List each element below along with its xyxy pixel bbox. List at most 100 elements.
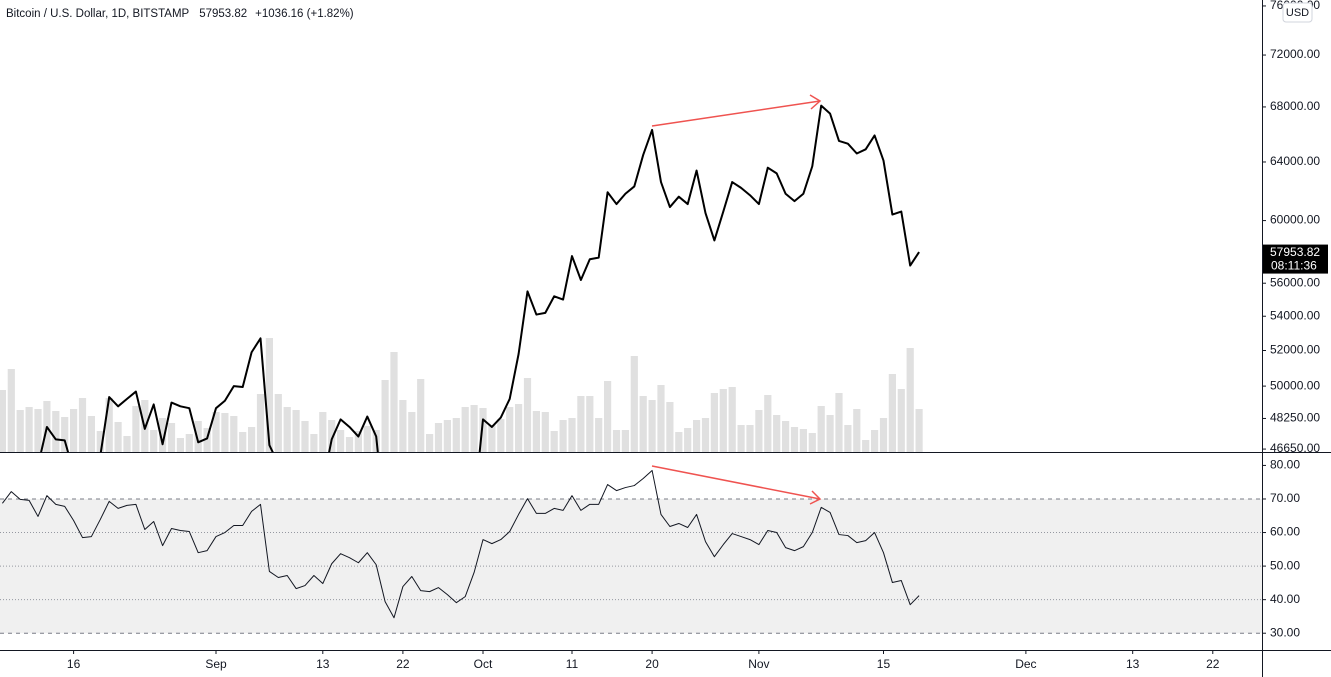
volume-bar: [434, 423, 443, 452]
x-tick-label: Sep: [205, 657, 227, 671]
y-tick-label: 54000.00: [1270, 308, 1320, 322]
volume-bar: [230, 416, 238, 452]
volume-bar: [550, 431, 558, 452]
volume-bar: [132, 406, 140, 452]
volume-bar: [603, 381, 612, 452]
volume-bar: [239, 432, 247, 452]
volume-bar: [443, 420, 451, 452]
volume-bar: [586, 396, 594, 452]
divergence-arrow: [651, 100, 821, 127]
volume-bar: [728, 387, 736, 452]
y-tick-label: 80.00: [1270, 458, 1300, 472]
volume-bar: [621, 430, 629, 452]
y-tick-label: 30.00: [1270, 625, 1300, 639]
volume-bar: [0, 390, 7, 452]
volume-bar: [701, 418, 710, 452]
volume-bar: [61, 417, 69, 452]
volume-bar: [799, 429, 807, 452]
x-tick-label: Dec: [1015, 657, 1036, 671]
volume-bar: [497, 419, 505, 452]
divergence-arrow: [651, 465, 821, 500]
volume-bar: [185, 434, 193, 452]
y-tick-label: 48250.00: [1270, 411, 1320, 425]
x-tick-label: 13: [316, 657, 330, 671]
last-price-label: 57953.82: [1270, 245, 1320, 259]
last-price-badge: [1263, 244, 1328, 274]
volume-bar: [78, 398, 87, 452]
volume-bar: [479, 408, 487, 452]
y-tick-label: 40.00: [1270, 592, 1300, 606]
x-tick-label: 15: [877, 657, 891, 671]
countdown-label: 08:11:36: [1271, 258, 1317, 272]
y-tick-label: 60000.00: [1270, 213, 1320, 227]
volume-bar: [25, 407, 33, 452]
volume-bar: [684, 428, 692, 452]
volume-bar: [568, 418, 576, 452]
y-tick-label: 60.00: [1270, 525, 1300, 539]
volume-bar: [105, 398, 113, 452]
x-tick-label: Oct: [474, 657, 493, 671]
volume-bar: [648, 400, 656, 452]
volume-bar: [879, 418, 888, 452]
volume-bar: [328, 420, 336, 452]
volume-bar: [203, 428, 211, 452]
volume-bar: [256, 394, 265, 452]
x-tick-label: 22: [1206, 657, 1220, 671]
volume-bar: [34, 409, 42, 452]
volume-bar: [514, 404, 523, 452]
volume-bar: [283, 407, 291, 452]
y-tick-label: 68000.00: [1270, 99, 1320, 113]
volume-bar: [612, 430, 621, 452]
currency-button[interactable]: [1282, 2, 1313, 23]
volume-bar: [363, 426, 371, 452]
volume-bar: [630, 356, 638, 452]
y-tick-label: 52000.00: [1270, 343, 1320, 357]
volume-bar: [194, 421, 202, 452]
volume-bar: [461, 407, 469, 452]
volume-bar: [452, 418, 460, 452]
volume-bar: [577, 396, 585, 452]
x-tick-label: 16: [67, 657, 81, 671]
volume-bar: [265, 338, 273, 452]
volume-bar: [773, 415, 781, 452]
volume-bar: [657, 385, 665, 452]
volume-bar: [844, 425, 852, 452]
volume-bar: [541, 412, 549, 452]
y-tick-label: 72000.00: [1270, 47, 1320, 61]
volume-bar: [336, 430, 345, 452]
volume-bar: [470, 405, 478, 452]
volume-bar: [114, 422, 122, 452]
y-tick-label: 50.00: [1270, 558, 1300, 572]
volume-bar: [159, 418, 167, 452]
rsi-pane: [0, 469, 1262, 634]
volume-bar: [16, 410, 24, 452]
volume-bar: [790, 427, 799, 452]
volume-bar: [488, 425, 496, 452]
volume-bar: [595, 418, 603, 452]
x-tick-label: 11: [566, 657, 579, 671]
y-tick-label: 64000.00: [1270, 154, 1320, 168]
volume-bar: [390, 352, 398, 452]
x-tick-label: 22: [396, 657, 410, 671]
volume-bar: [737, 425, 745, 452]
price-change: +1036.16 (+1.82%): [255, 8, 354, 20]
volume-bar: [319, 412, 327, 452]
volume-bar: [70, 409, 78, 452]
volume-bar: [675, 432, 683, 452]
price-line: [40, 104, 920, 452]
volume-bar: [817, 406, 825, 452]
volume-bar: [310, 434, 318, 452]
volume-bar: [425, 434, 434, 452]
y-tick-label: 50000.00: [1270, 378, 1320, 392]
volume-bar: [897, 389, 905, 452]
volume-bar: [639, 396, 647, 452]
currency-label[interactable]: USD: [1286, 7, 1309, 19]
volume-bar: [301, 421, 309, 452]
volume-bar: [292, 410, 300, 452]
volume-bar: [417, 379, 425, 452]
volume-bar: [408, 412, 416, 452]
symbol-title: Bitcoin / U.S. Dollar, 1D, BITSTAMP: [6, 8, 190, 20]
x-tick-label: 20: [645, 657, 659, 671]
